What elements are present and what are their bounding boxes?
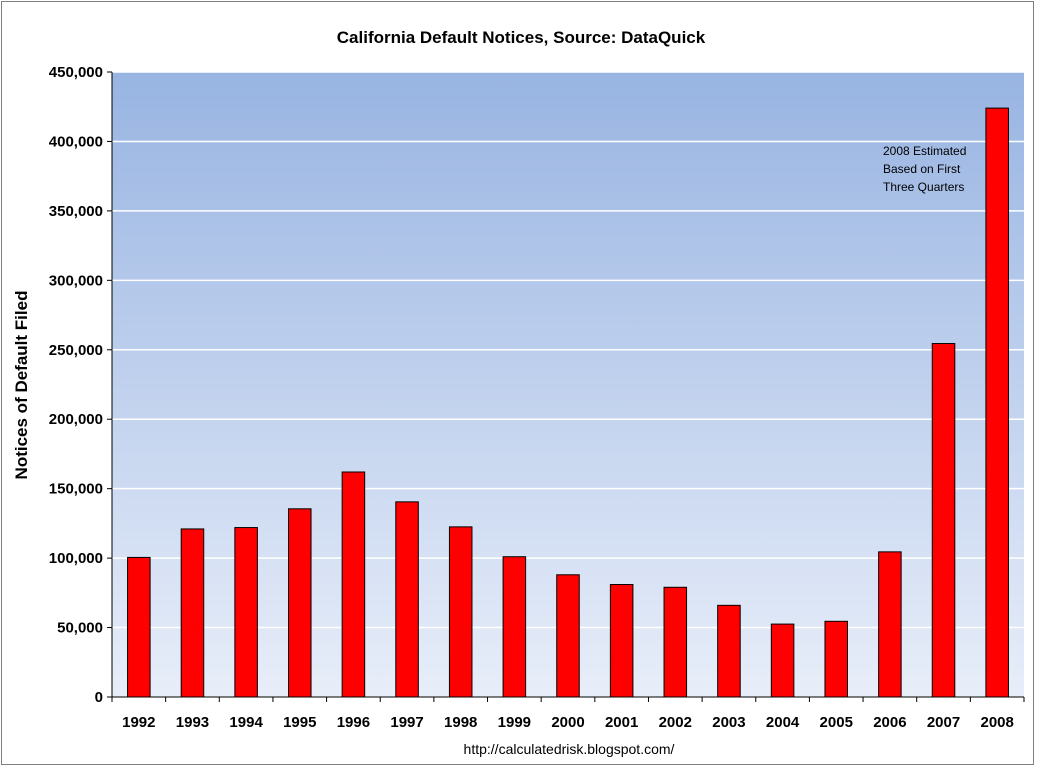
bar-2003	[717, 604, 741, 698]
x-tick-label: 1993	[176, 714, 209, 731]
x-tick-label: 1997	[390, 714, 423, 731]
bar-2002	[663, 586, 688, 698]
annotation-line: Based on First	[883, 162, 961, 176]
y-tick-label: 150,000	[49, 481, 103, 498]
x-tick-label: 2005	[820, 714, 853, 731]
bar-1997	[395, 501, 419, 698]
x-tick-label: 2003	[712, 714, 745, 731]
y-tick-label: 300,000	[49, 272, 103, 289]
y-tick-label: 100,000	[49, 550, 103, 567]
bar-1995	[288, 508, 312, 698]
y-tick-labels: 0 50,000 100,000 150,000 200,000 250,000 300,0…	[49, 64, 103, 706]
bar-2001	[609, 584, 634, 698]
y-tick-label: 450,000	[49, 64, 103, 81]
bar-2004	[770, 623, 795, 698]
bar-2007	[931, 343, 956, 698]
x-tick-label: 2006	[873, 714, 906, 731]
x-tick-label: 2008	[980, 714, 1013, 731]
y-tick-label: 250,000	[49, 342, 103, 359]
annotation-line: Three Quarters	[883, 180, 964, 194]
x-tick-label: 1999	[498, 714, 531, 731]
bar-2006	[878, 551, 902, 698]
gridlines	[112, 71, 1024, 629]
bar-1999	[502, 556, 527, 698]
x-tick-label: 1994	[229, 714, 263, 731]
y-tick-label: 50,000	[57, 620, 103, 637]
source-url: http://calculatedrisk.blogspot.com/	[464, 741, 675, 757]
x-tick-label: 1996	[337, 714, 370, 731]
y-axis-label: Notices of Default Filed	[12, 291, 31, 480]
y-tick-label: 350,000	[49, 203, 103, 220]
chart-title: California Default Notices, Source: Data…	[337, 28, 706, 47]
x-tick-label: 1998	[444, 714, 477, 731]
bar-1992	[127, 556, 151, 698]
bar-1998	[448, 526, 473, 698]
x-tick-label: 2004	[766, 714, 800, 731]
bar-2000	[556, 574, 580, 698]
x-tick-label: 2002	[659, 714, 692, 731]
bars	[127, 107, 1009, 698]
x-tick-labels: 1992 1993 1994 1995 1996 1997 1998 1999 2000 2001…	[122, 714, 1014, 731]
annotation: 2008 Estimated Based on First Three Quarte…	[883, 144, 966, 194]
bar-2005	[824, 620, 848, 698]
y-tick-label: 400,000	[49, 133, 103, 150]
x-tick-label: 2007	[927, 714, 960, 731]
x-tick-label: 2001	[605, 714, 638, 731]
y-tick-label: 200,000	[49, 411, 103, 428]
x-tick-label: 1995	[283, 714, 316, 731]
x-tick-label: 1992	[122, 714, 155, 731]
bar-1993	[180, 528, 205, 698]
x-tick-label: 2000	[551, 714, 584, 731]
bar-1996	[341, 471, 366, 698]
annotation-line: 2008 Estimated	[883, 144, 966, 158]
axes	[107, 71, 1025, 702]
y-tick-label: 0	[95, 689, 103, 706]
bar-2008	[985, 107, 1009, 698]
bar-1994	[234, 527, 258, 698]
